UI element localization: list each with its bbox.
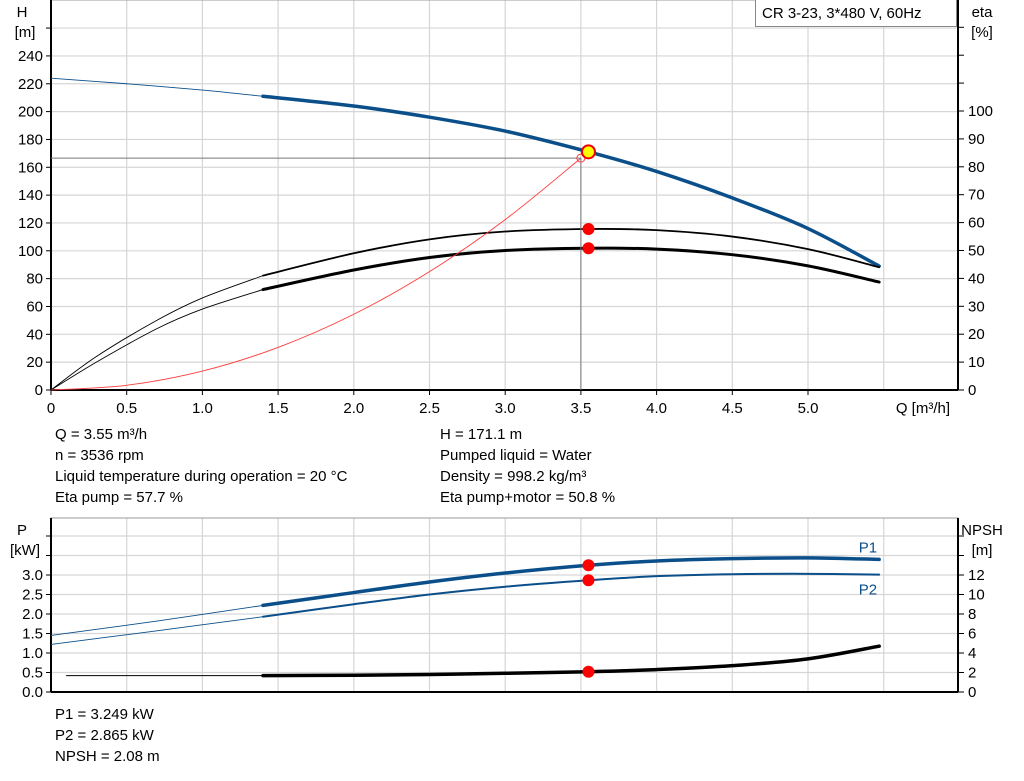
left-tick-label: 160 bbox=[18, 159, 43, 176]
left-axis-unit: [m] bbox=[15, 24, 36, 41]
left-tick-label: 240 bbox=[18, 48, 43, 65]
right-tick-label: 30 bbox=[968, 298, 985, 315]
x-tick-label: 1.5 bbox=[268, 400, 289, 417]
left-tick-label: 180 bbox=[18, 131, 43, 148]
operating-point-p2 bbox=[582, 574, 595, 587]
right-tick-label: 12 bbox=[968, 567, 985, 584]
right-tick-label: 4 bbox=[968, 645, 976, 662]
x-tick-label: 1.0 bbox=[192, 400, 213, 417]
series-label-P2: P2 bbox=[859, 582, 877, 599]
info-npsh: NPSH = 2.08 m bbox=[55, 748, 160, 765]
info-eta-pump: Eta pump = 57.7 % bbox=[55, 489, 183, 506]
curve-eta-pump-extrapolated bbox=[50, 275, 264, 391]
left-tick-label: 200 bbox=[18, 104, 43, 121]
x-tick-label: 4.5 bbox=[722, 400, 743, 417]
right-tick-label: 2 bbox=[968, 665, 976, 682]
info-p1: P1 = 3.249 kW bbox=[55, 706, 154, 723]
left-tick-label: 2.0 bbox=[22, 606, 43, 623]
x-tick-label: 2.5 bbox=[419, 400, 440, 417]
right-tick-label: 70 bbox=[968, 187, 985, 204]
operating-point-eta-total bbox=[582, 242, 595, 255]
curve-system-curve bbox=[50, 157, 582, 391]
operating-point-head bbox=[580, 144, 596, 160]
left-tick-label: 40 bbox=[26, 326, 43, 343]
x-tick-label: 5.0 bbox=[798, 400, 819, 417]
info-speed: n = 3536 rpm bbox=[55, 447, 144, 464]
right-tick-label: 10 bbox=[968, 354, 985, 371]
x-axis-label: Q [m³/h] bbox=[896, 400, 950, 417]
left-tick-label: 80 bbox=[26, 271, 43, 288]
right-tick-label: 60 bbox=[968, 215, 985, 232]
left-tick-label: 1.0 bbox=[22, 645, 43, 662]
plot-frame bbox=[50, 517, 959, 693]
right-tick-label: 90 bbox=[968, 131, 985, 148]
right-axis-name: NPSH bbox=[961, 522, 1003, 539]
right-axis-name: eta bbox=[972, 4, 994, 21]
operating-point-npsh bbox=[582, 665, 595, 678]
right-tick-label: 6 bbox=[968, 626, 976, 643]
left-tick-label: 120 bbox=[18, 215, 43, 232]
series-label-P1: P1 bbox=[859, 539, 877, 556]
left-tick-label: 0.0 bbox=[22, 684, 43, 701]
curve-eta-pump-motor-extrapolated bbox=[50, 289, 264, 391]
right-axis-unit: [m] bbox=[972, 542, 993, 559]
right-tick-label: 100 bbox=[968, 103, 993, 120]
x-tick-label: 0.5 bbox=[116, 400, 137, 417]
left-tick-label: 220 bbox=[18, 76, 43, 93]
left-axis-name: H bbox=[17, 4, 28, 21]
operating-point-p1 bbox=[582, 559, 595, 572]
right-tick-label: 0 bbox=[968, 382, 976, 399]
x-tick-label: 0 bbox=[47, 400, 55, 417]
left-tick-label: 140 bbox=[18, 187, 43, 204]
info-head: H = 171.1 m bbox=[440, 426, 523, 443]
info-bottom: P1 = 3.249 kW P2 = 2.865 kW NPSH = 2.08 … bbox=[55, 704, 160, 767]
left-tick-label: 20 bbox=[26, 354, 43, 371]
info-density: Density = 998.2 kg/m³ bbox=[440, 468, 587, 485]
curve-P2-extrapolated bbox=[50, 616, 264, 645]
left-tick-label: 1.5 bbox=[22, 626, 43, 643]
right-tick-label: 20 bbox=[968, 326, 985, 343]
left-tick-label: 2.5 bbox=[22, 587, 43, 604]
curve-NPSH bbox=[261, 644, 881, 678]
left-axis-unit: [kW] bbox=[10, 542, 40, 559]
info-right: H = 171.1 m Pumped liquid = Water Densit… bbox=[440, 424, 615, 508]
curve-P1-extrapolated bbox=[50, 604, 264, 636]
info-left: Q = 3.55 m³/h n = 3536 rpm Liquid temper… bbox=[55, 424, 347, 508]
left-tick-label: 0.5 bbox=[22, 665, 43, 682]
pump-legend-box: CR 3-23, 3*480 V, 60Hz bbox=[755, 0, 957, 27]
curve-eta-pump-motor bbox=[261, 246, 881, 292]
info-liquid: Pumped liquid = Water bbox=[440, 447, 592, 464]
right-tick-label: 80 bbox=[968, 159, 985, 176]
info-p2: P2 = 2.865 kW bbox=[55, 727, 154, 744]
x-tick-label: 3.0 bbox=[495, 400, 516, 417]
right-tick-label: 40 bbox=[968, 270, 985, 287]
x-tick-label: 4.0 bbox=[646, 400, 667, 417]
operating-point-eta-pump bbox=[582, 223, 595, 236]
right-tick-label: 8 bbox=[968, 606, 976, 623]
info-temperature: Liquid temperature during operation = 20… bbox=[55, 468, 348, 485]
info-eta-total: Eta pump+motor = 50.8 % bbox=[440, 489, 616, 506]
curve-H-extrapolated bbox=[50, 77, 264, 97]
x-tick-label: 2.0 bbox=[343, 400, 364, 417]
curve-P2 bbox=[261, 572, 881, 618]
right-tick-label: 0 bbox=[968, 684, 976, 701]
left-tick-label: 60 bbox=[26, 298, 43, 315]
x-tick-label: 3.5 bbox=[570, 400, 591, 417]
left-axis-name: P bbox=[17, 522, 27, 539]
right-tick-label: 10 bbox=[968, 587, 985, 604]
left-tick-label: 100 bbox=[18, 243, 43, 260]
right-axis-unit: [%] bbox=[971, 24, 993, 41]
left-tick-label: 0 bbox=[35, 382, 43, 399]
right-tick-label: 50 bbox=[968, 243, 985, 260]
left-tick-label: 3.0 bbox=[22, 567, 43, 584]
curve-H bbox=[261, 94, 881, 268]
info-flow: Q = 3.55 m³/h bbox=[55, 426, 148, 443]
